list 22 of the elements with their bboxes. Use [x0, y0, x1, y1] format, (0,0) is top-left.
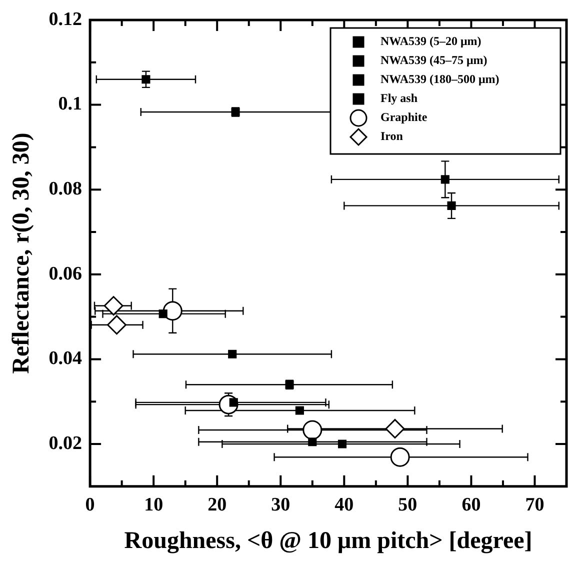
x-tick-label: 0: [85, 494, 95, 516]
legend-label: Fly ash: [380, 91, 418, 106]
x-tick-label: 60: [462, 494, 481, 516]
y-axis-title: Reflectance, r(0, 30, 30): [8, 132, 35, 374]
x-tick-label: 50: [398, 494, 418, 516]
x-tick-label: 40: [334, 494, 354, 516]
x-tick-label: 20: [208, 494, 227, 516]
legend-label: Iron: [380, 129, 404, 144]
legend-label: NWA539 (45–75 μm): [380, 53, 488, 68]
legend-label: NWA539 (180–500 μm): [380, 72, 500, 86]
x-tick-label: 30: [271, 494, 290, 516]
y-tick-label: 0.06: [48, 263, 82, 284]
legend-label: Graphite: [380, 110, 428, 124]
x-tick-label: 70: [525, 494, 544, 516]
legend-label: NWA539 (5–20 μm): [380, 34, 482, 48]
x-axis-title: Roughness, <θ @ 10 μm pitch> [degree]: [124, 528, 532, 554]
y-tick-label: 0.12: [48, 8, 82, 30]
y-tick-label: 0.08: [48, 178, 82, 200]
y-tick-label: 0.1: [58, 94, 82, 115]
y-tick-label: 0.02: [48, 432, 82, 454]
y-tick-label: 0.04: [48, 348, 83, 370]
x-tick-label: 10: [144, 494, 164, 516]
